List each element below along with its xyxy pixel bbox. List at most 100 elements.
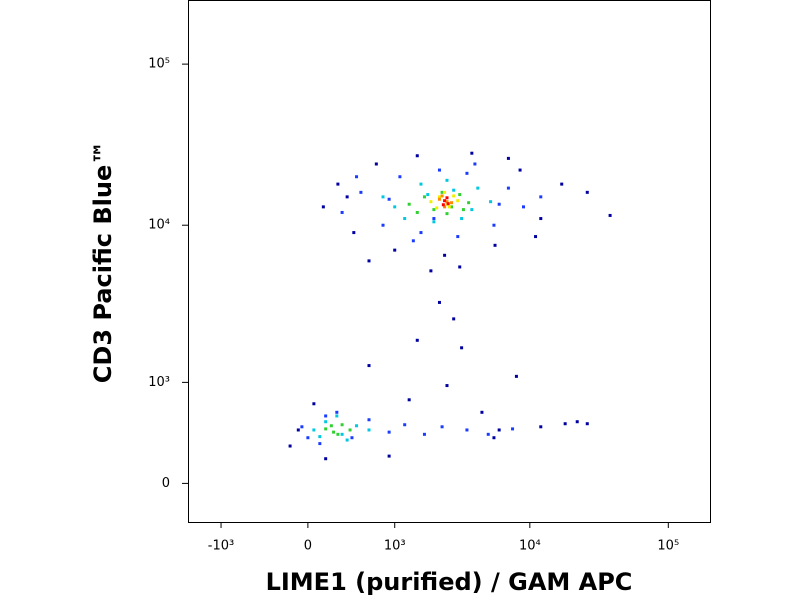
event-dot	[458, 265, 462, 269]
event-dot	[447, 205, 451, 209]
event-dot	[288, 444, 292, 448]
event-dot	[367, 418, 371, 422]
event-dot	[450, 205, 454, 209]
event-dot	[432, 208, 436, 212]
y-tick-label: 10⁴	[148, 218, 170, 233]
event-dot	[506, 186, 510, 190]
event-dot	[489, 200, 493, 204]
event-dot	[318, 435, 322, 439]
event-dot	[575, 420, 579, 424]
event-dot	[497, 428, 501, 432]
event-dot	[534, 235, 538, 239]
event-dot	[403, 423, 407, 427]
event-dot	[387, 454, 391, 458]
event-dot	[467, 201, 471, 205]
event-dot	[539, 217, 543, 221]
event-dot	[458, 193, 462, 197]
event-dot	[437, 300, 441, 304]
event-dot	[476, 186, 480, 190]
event-dot	[393, 248, 397, 252]
event-dot	[514, 374, 518, 378]
event-dot	[411, 239, 415, 243]
event-dot	[367, 259, 371, 263]
event-dot	[335, 410, 339, 414]
event-dot	[445, 384, 449, 388]
event-dot	[560, 182, 564, 186]
event-dot	[398, 175, 402, 179]
event-dot	[539, 195, 543, 199]
event-dot	[440, 425, 444, 429]
y-tick-label: 10⁵	[148, 57, 170, 72]
event-dot	[511, 427, 515, 431]
event-dot	[432, 217, 436, 221]
event-dot	[452, 317, 456, 321]
plot-frame	[188, 0, 711, 523]
event-dot	[452, 194, 456, 198]
event-dot	[480, 410, 484, 414]
event-dot	[460, 346, 464, 350]
event-dot	[440, 190, 444, 194]
event-dot	[381, 223, 385, 227]
event-dot	[437, 168, 441, 172]
event-dot	[345, 438, 349, 442]
event-dot	[445, 200, 449, 204]
event-dot	[324, 427, 328, 431]
x-tick-label: -10³	[208, 539, 234, 554]
event-dot	[470, 151, 474, 155]
event-dot	[426, 193, 430, 197]
event-dot	[312, 428, 316, 432]
event-dot	[473, 162, 477, 166]
event-dot	[407, 398, 411, 402]
event-dot	[318, 442, 322, 446]
event-dot	[340, 210, 344, 214]
event-dot	[518, 168, 522, 172]
event-dot	[355, 424, 359, 428]
event-dot	[407, 202, 411, 206]
event-dot	[345, 195, 349, 199]
event-dot	[415, 154, 419, 158]
event-dot	[443, 205, 447, 209]
event-dot	[461, 208, 465, 212]
event-dot	[506, 156, 510, 160]
event-dot	[381, 195, 385, 199]
event-dot	[340, 432, 344, 436]
x-tick-label: 10³	[384, 539, 406, 554]
x-tick-label: 10⁴	[519, 539, 541, 554]
event-dot	[460, 217, 464, 221]
event-dot	[585, 190, 589, 194]
event-dot	[352, 231, 356, 235]
event-dot	[435, 206, 439, 210]
event-dot	[367, 364, 371, 368]
event-dot	[443, 199, 447, 203]
event-dot	[563, 422, 567, 426]
event-dot	[367, 428, 371, 432]
event-dot	[359, 190, 363, 194]
event-dot	[419, 182, 423, 186]
event-dot	[443, 253, 447, 257]
event-dot	[445, 212, 449, 216]
event-dot	[415, 210, 419, 214]
event-dot	[492, 436, 496, 440]
event-dot	[497, 202, 501, 206]
event-dot	[296, 428, 300, 432]
event-dot	[456, 235, 460, 239]
event-dot	[350, 436, 354, 440]
event-dot	[335, 414, 339, 418]
event-dot	[422, 195, 426, 199]
event-dot	[486, 432, 490, 436]
event-dot	[437, 195, 441, 199]
event-dot	[608, 213, 612, 217]
event-dot	[415, 338, 419, 342]
event-dot	[445, 178, 449, 182]
event-dot	[585, 422, 589, 426]
event-dot	[443, 190, 447, 194]
event-dot	[539, 425, 543, 429]
event-dot	[432, 220, 436, 224]
event-dot	[429, 269, 433, 273]
event-dot	[441, 203, 445, 207]
event-dot	[419, 231, 423, 235]
event-dot	[374, 162, 378, 166]
event-dot	[324, 457, 328, 461]
